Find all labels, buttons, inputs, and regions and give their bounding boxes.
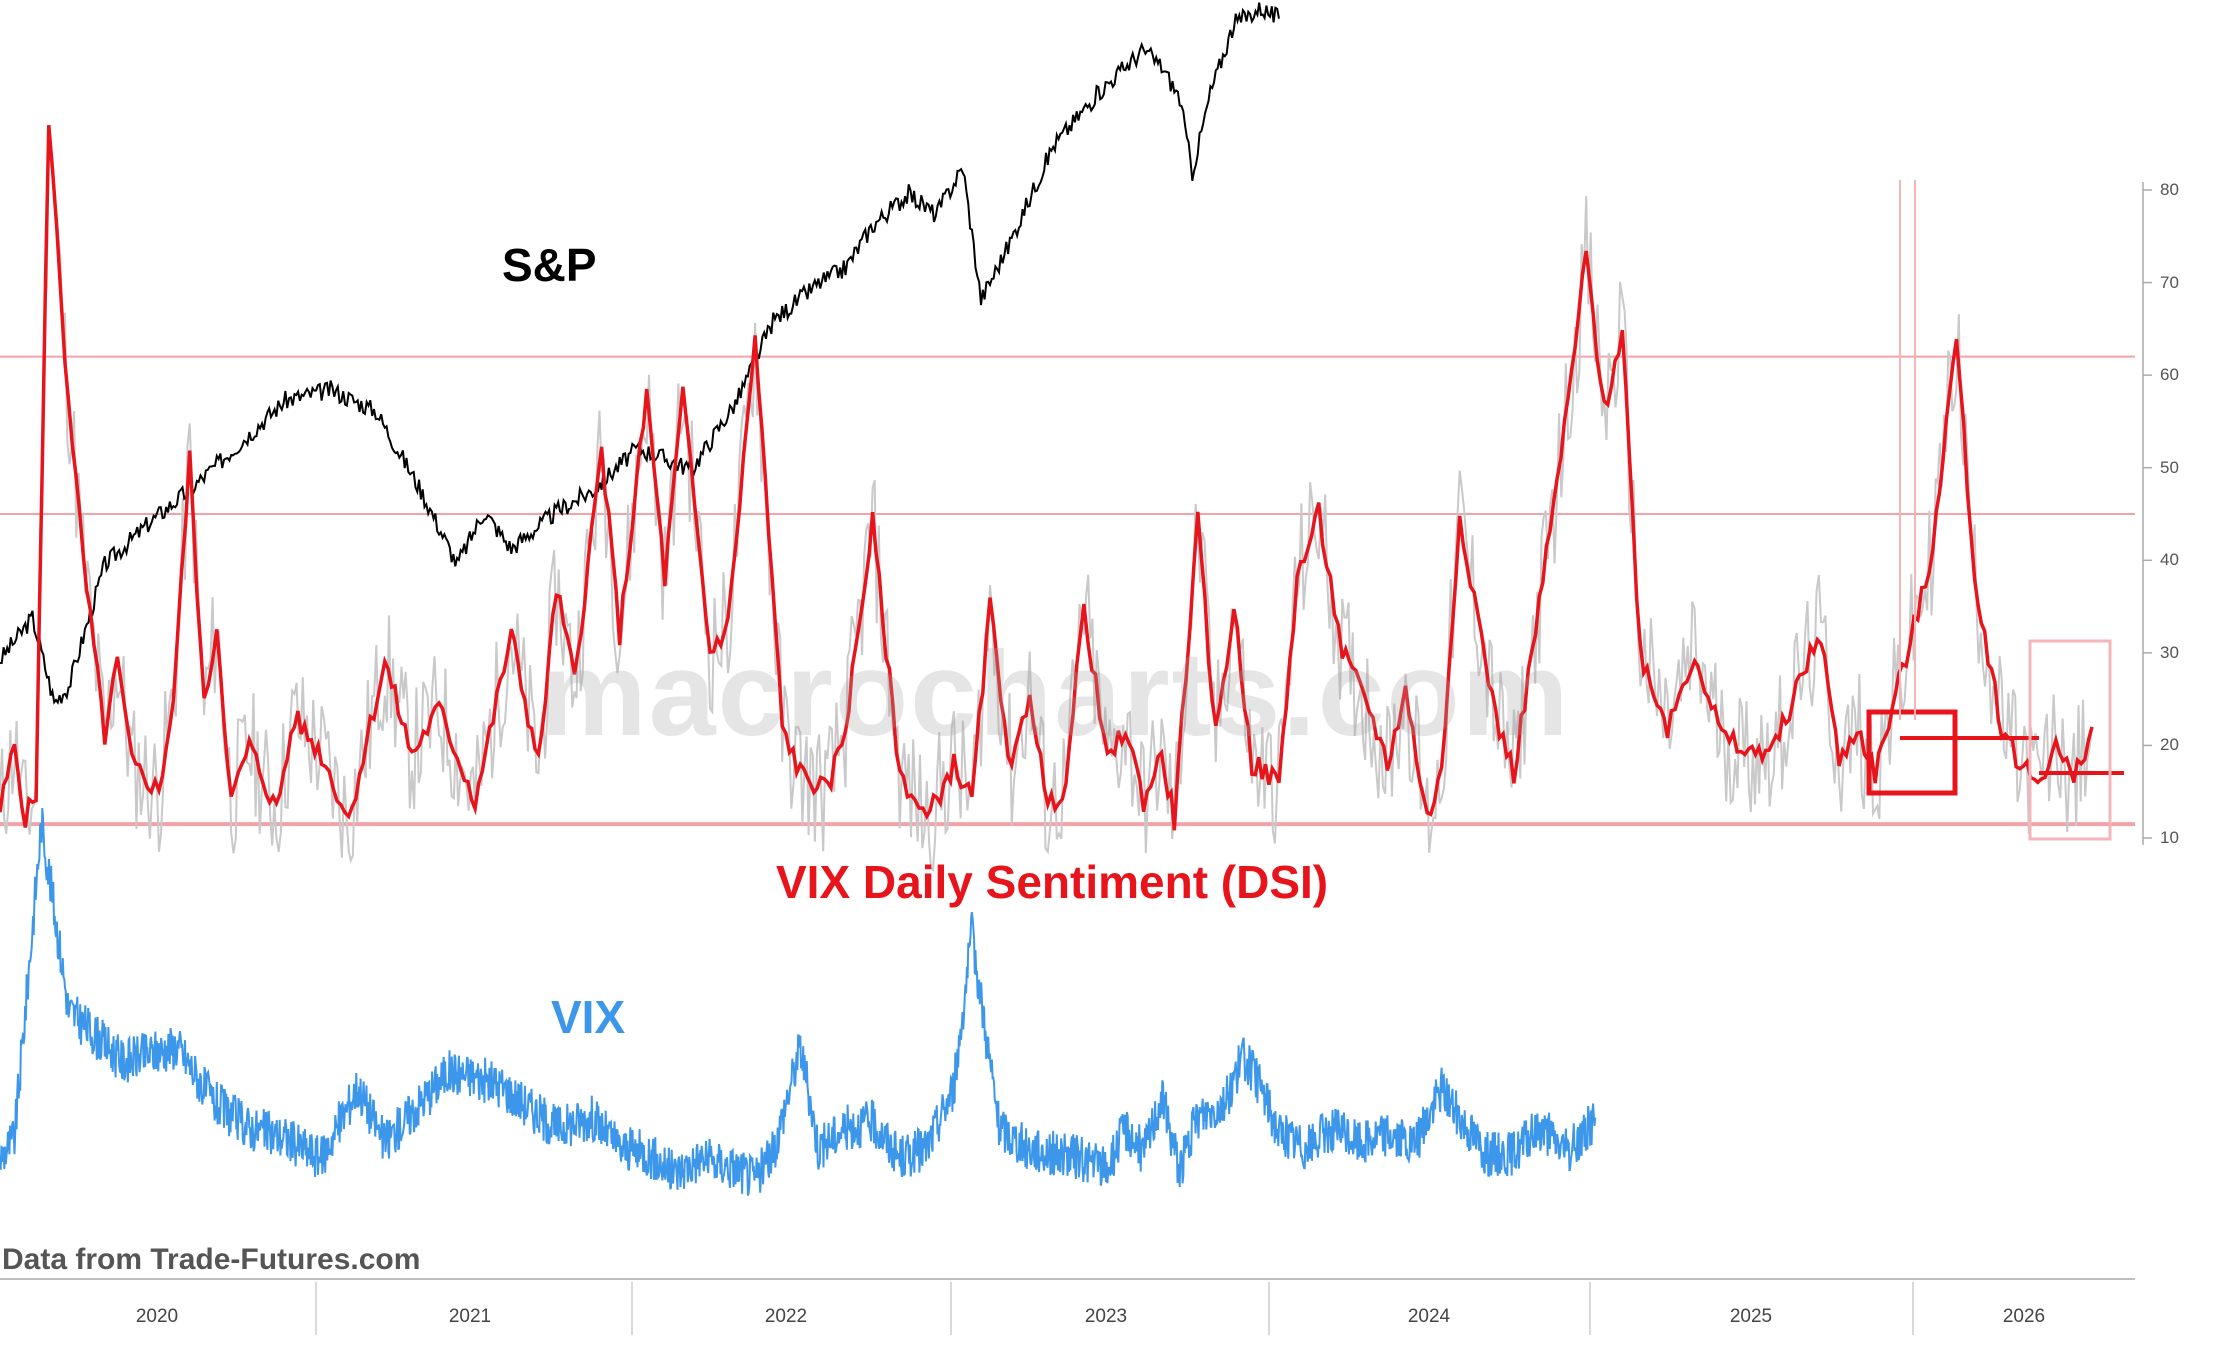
highlight-box: [1866, 709, 1958, 796]
y-tick-label: 80: [2160, 180, 2179, 199]
x-tick-label: 2023: [1084, 1306, 1128, 1327]
x-tick-label: 2020: [135, 1306, 179, 1327]
y-tick-label: 40: [2160, 550, 2179, 570]
dsi-series: [0, 125, 2094, 831]
y-tick-label: 70: [2160, 272, 2179, 292]
dsi-series-label: VIX Daily Sentiment (DSI): [776, 856, 1329, 908]
watermark-text: macrocharts.com: [540, 627, 1571, 761]
x-tick-label: 2022: [764, 1306, 808, 1327]
x-tick-label: 2026: [2002, 1306, 2046, 1327]
vix-line: [0, 807, 1597, 1196]
vix-series-label: VIX: [551, 991, 626, 1043]
annotations: [1866, 180, 2124, 841]
y-tick-label: 10: [2160, 828, 2179, 847]
dsi-line: [0, 125, 2094, 831]
y-tick-label: 30: [2160, 642, 2179, 662]
spx-line: [0, 2, 1280, 705]
x-tick-label: 2025: [1729, 1306, 1773, 1327]
axes: [0, 182, 2152, 1335]
y-tick-label: 20: [2160, 735, 2179, 755]
data-source-credit: Data from Trade-Futures.com: [2, 1243, 421, 1276]
x-tick-label: 2024: [1407, 1306, 1451, 1327]
y-tick-label: 60: [2160, 365, 2179, 385]
spx-series: [0, 2, 1280, 705]
y-tick-label: 50: [2160, 457, 2179, 477]
vix-series: [0, 807, 1597, 1196]
highlight-box-faint: [2028, 639, 2112, 841]
x-tick-label: 2021: [448, 1306, 492, 1327]
reference-lines: [0, 355, 2135, 827]
spx-series-label: S&P: [502, 239, 597, 291]
